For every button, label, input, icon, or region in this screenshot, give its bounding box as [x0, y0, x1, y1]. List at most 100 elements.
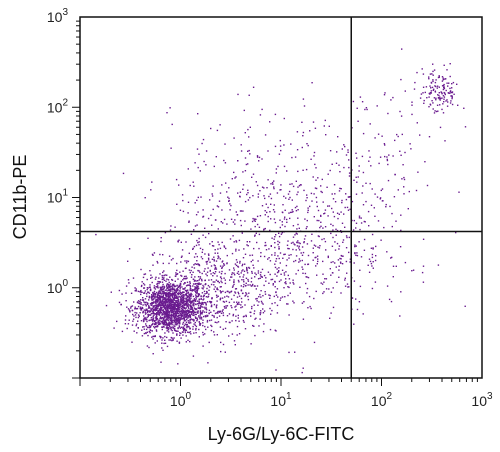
- data-point: [148, 286, 151, 288]
- data-point: [282, 257, 284, 259]
- data-point: [174, 296, 176, 299]
- data-point: [158, 323, 161, 325]
- data-point: [182, 327, 184, 329]
- data-point: [153, 335, 155, 338]
- data-point: [192, 181, 194, 183]
- data-point: [449, 75, 451, 78]
- data-point: [163, 290, 165, 293]
- data-point: [173, 284, 175, 286]
- data-point: [307, 144, 309, 147]
- data-point: [297, 170, 299, 173]
- data-point: [211, 224, 213, 226]
- data-point: [277, 296, 279, 298]
- data-point: [161, 302, 163, 304]
- data-point: [185, 329, 187, 331]
- data-point: [190, 306, 192, 309]
- data-point: [180, 313, 183, 315]
- data-point: [322, 260, 324, 263]
- data-point: [285, 264, 288, 267]
- data-point: [169, 299, 171, 301]
- data-point: [172, 339, 174, 341]
- data-point: [392, 276, 394, 278]
- data-point: [387, 112, 389, 115]
- data-point: [235, 211, 237, 213]
- data-point: [148, 324, 151, 327]
- data-point: [180, 256, 183, 258]
- data-point: [168, 322, 171, 325]
- data-point: [197, 295, 200, 297]
- data-point: [362, 313, 364, 315]
- data-point: [302, 135, 304, 137]
- data-point: [275, 369, 277, 371]
- data-point: [317, 258, 319, 260]
- data-point: [419, 97, 422, 99]
- data-point: [363, 238, 366, 241]
- data-point: [175, 305, 178, 307]
- data-point: [197, 294, 200, 296]
- data-point: [192, 271, 194, 273]
- data-point: [169, 276, 171, 278]
- data-point: [354, 245, 356, 248]
- data-point: [192, 355, 195, 357]
- data-point: [201, 311, 204, 313]
- data-point: [278, 270, 280, 272]
- data-point: [152, 322, 154, 325]
- data-point: [185, 311, 187, 313]
- data-point: [280, 233, 283, 235]
- data-point: [185, 335, 187, 337]
- data-point: [288, 351, 290, 354]
- data-point: [209, 300, 211, 303]
- data-point: [245, 315, 247, 318]
- data-point: [234, 177, 236, 179]
- data-point: [167, 296, 169, 299]
- data-point: [247, 189, 249, 191]
- data-point: [198, 283, 200, 285]
- data-point: [338, 265, 340, 267]
- data-point: [159, 253, 161, 256]
- data-point: [181, 312, 184, 314]
- data-point: [202, 319, 204, 321]
- data-point: [168, 289, 170, 291]
- data-point: [195, 214, 198, 216]
- data-point: [242, 263, 244, 266]
- data-point: [173, 305, 175, 307]
- data-point: [207, 257, 210, 259]
- data-point: [244, 132, 246, 134]
- data-point: [160, 292, 162, 294]
- data-point: [143, 301, 145, 303]
- data-point: [464, 305, 466, 307]
- data-point: [152, 319, 154, 321]
- data-point: [168, 313, 170, 315]
- data-point: [238, 281, 240, 283]
- data-point: [196, 285, 198, 287]
- data-point: [174, 307, 176, 309]
- data-point: [166, 286, 169, 288]
- data-point: [341, 255, 343, 257]
- data-point: [175, 321, 177, 324]
- data-point: [169, 312, 171, 314]
- data-point: [191, 308, 193, 310]
- data-point: [240, 210, 243, 212]
- data-point: [289, 183, 291, 185]
- data-point: [230, 298, 233, 300]
- data-point: [153, 298, 155, 300]
- data-point: [170, 290, 172, 292]
- data-point: [197, 264, 200, 266]
- data-point: [212, 281, 214, 283]
- data-point: [179, 284, 182, 286]
- data-point: [134, 311, 136, 314]
- data-point: [199, 302, 201, 304]
- data-point: [434, 85, 436, 87]
- data-point: [161, 314, 163, 316]
- data-point: [220, 276, 222, 278]
- data-point: [360, 222, 363, 224]
- data-point: [171, 311, 173, 313]
- data-point: [232, 285, 234, 287]
- data-point: [184, 315, 186, 317]
- data-point: [204, 283, 206, 286]
- data-point: [318, 235, 320, 238]
- data-point: [374, 259, 377, 262]
- data-point: [339, 257, 341, 260]
- data-point: [217, 311, 219, 313]
- data-point: [186, 326, 188, 329]
